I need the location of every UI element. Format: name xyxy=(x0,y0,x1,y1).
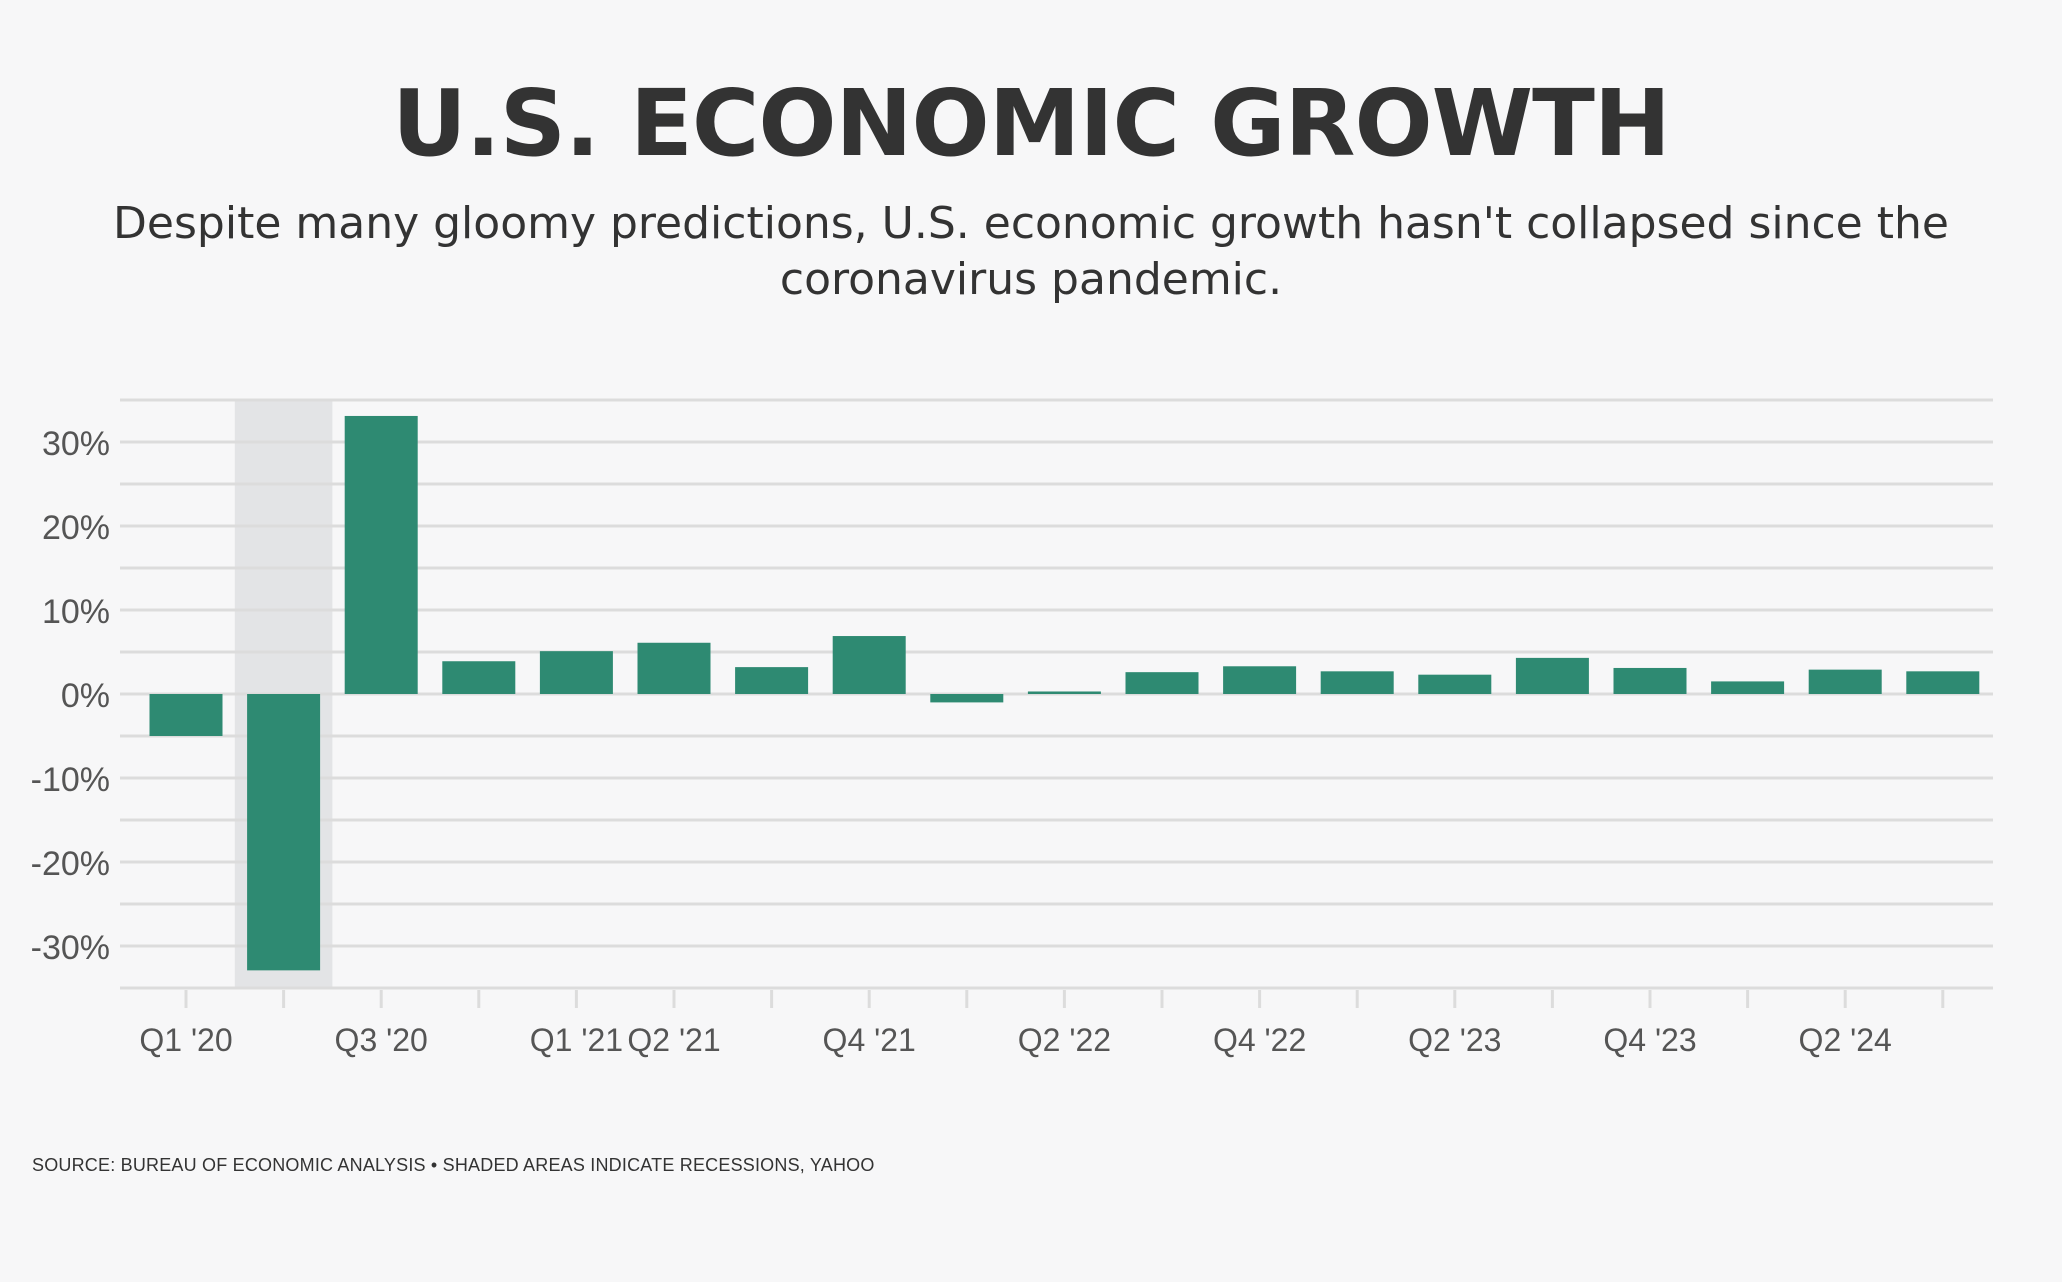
x-tick-label: Q4 '23 xyxy=(1603,1022,1696,1058)
gridlines-layer xyxy=(120,398,1993,990)
axis-layer: 30% 20% 10% 0% -10% -20% -30% Q1 '20 Q3 '20 Q1 '2… xyxy=(31,425,1945,1058)
x-tick-label: Q2 '23 xyxy=(1408,1022,1501,1058)
y-tick-label: -10% xyxy=(31,761,110,799)
y-tick-label: 20% xyxy=(42,509,110,547)
bar xyxy=(735,667,809,694)
bar xyxy=(1125,672,1199,694)
bar xyxy=(1223,666,1297,694)
x-tick-label: Q2 '24 xyxy=(1799,1022,1892,1058)
bar xyxy=(539,651,613,694)
bar xyxy=(637,642,711,694)
bar xyxy=(1320,671,1394,694)
bar xyxy=(442,661,516,694)
bars-layer xyxy=(149,415,1980,971)
y-tick-label: -20% xyxy=(31,845,110,883)
y-tick-label: 10% xyxy=(42,593,110,631)
bar xyxy=(1515,657,1589,694)
y-tick-label: 30% xyxy=(42,425,110,463)
bar xyxy=(1613,667,1687,694)
x-tick-label: Q2 '21 xyxy=(627,1022,720,1058)
bar xyxy=(1906,671,1980,694)
y-tick-label: 0% xyxy=(61,677,110,715)
bar xyxy=(149,694,223,736)
y-tick-label: -30% xyxy=(31,929,110,967)
x-tick-label: Q1 '20 xyxy=(139,1022,232,1058)
bar xyxy=(1711,681,1785,694)
x-tick-label: Q4 '22 xyxy=(1213,1022,1306,1058)
chart-title: U.S. ECONOMIC GROWTH xyxy=(392,70,1671,177)
bar xyxy=(1418,674,1492,694)
bar xyxy=(930,694,1004,703)
x-tick-label: Q3 '20 xyxy=(335,1022,428,1058)
bar xyxy=(832,636,906,694)
bar xyxy=(1808,669,1882,694)
x-tick-label: Q2 '22 xyxy=(1018,1022,1111,1058)
gdp-growth-bar-chart: 30% 20% 10% 0% -10% -20% -30% Q1 '20 Q3 '20 Q1 '2… xyxy=(31,398,1993,1058)
x-tick-label: Q4 '21 xyxy=(823,1022,916,1058)
bar xyxy=(247,694,321,971)
bar xyxy=(344,415,418,694)
source-note: SOURCE: BUREAU OF ECONOMIC ANALYSIS • SH… xyxy=(32,1155,875,1175)
x-tick-label: Q1 '21 xyxy=(530,1022,623,1058)
bar xyxy=(1027,691,1101,694)
chart-subtitle: Despite many gloomy predictions, U.S. ec… xyxy=(113,198,1949,305)
